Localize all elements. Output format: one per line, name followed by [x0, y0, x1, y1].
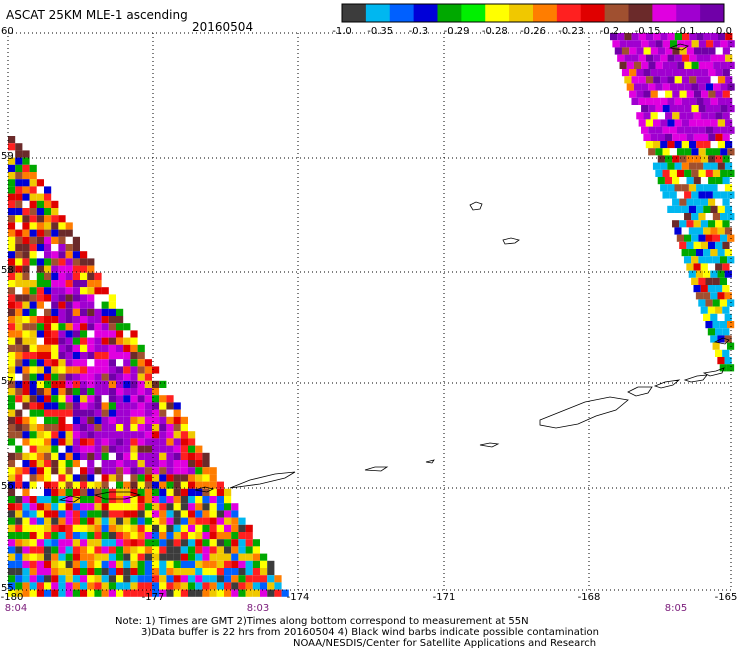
color-scale-swatch: [389, 4, 415, 22]
color-scale-swatch: [342, 4, 367, 22]
time-label: 8:04: [4, 603, 28, 614]
color-scale-swatch: [485, 4, 510, 22]
color-scale-label: -0.2: [599, 26, 620, 37]
footnote-line-1: Note: 1) Times are GMT 2)Times along bot…: [115, 616, 529, 627]
color-scale-label: -0.15: [634, 26, 661, 37]
color-scale-swatch: [556, 4, 582, 22]
lat-label: 57: [1, 376, 14, 387]
lat-label: 60: [1, 26, 14, 37]
lon-label: -177: [141, 592, 165, 603]
map-date: 20160504: [192, 20, 254, 34]
color-scale-label: 0.0: [716, 26, 732, 37]
lon-label: -168: [577, 592, 601, 603]
map-title: ASCAT 25KM MLE-1 ascending: [6, 8, 188, 22]
color-scale-label: -0.23: [558, 26, 585, 37]
lat-label: 58: [1, 265, 14, 276]
lon-label: -180: [0, 592, 24, 603]
color-scale-swatch: [580, 4, 606, 22]
color-scale-label: -0.1: [676, 26, 696, 37]
color-scale-label: -0.28: [481, 26, 508, 37]
color-scale-swatch: [700, 4, 725, 22]
color-scale-swatch: [461, 4, 486, 22]
footnote-line-3: NOAA/NESDIS/Center for Satellite Applica…: [293, 638, 597, 649]
color-scale-label: -0.26: [520, 26, 546, 37]
color-scale-swatch: [413, 4, 438, 22]
color-scale-swatch: [628, 4, 653, 22]
lon-label: -165: [714, 592, 738, 603]
lon-label: -174: [286, 592, 310, 603]
lat-label: 55: [1, 583, 14, 594]
lat-label: 59: [1, 151, 14, 162]
color-scale-swatch: [533, 4, 558, 22]
color-scale-label: -0.35: [367, 26, 394, 37]
lat-label: 56: [1, 481, 14, 492]
lat-lon-grid: [7, 32, 732, 591]
color-scale-label: -0.3: [408, 26, 429, 37]
time-label: 8:05: [664, 603, 688, 614]
color-scale-swatch: [676, 4, 701, 22]
wind-data-swaths: [8, 33, 735, 597]
color-scale-label: -1.0: [332, 26, 352, 37]
color-scale-bar: [341, 3, 725, 23]
coastline: [58, 43, 730, 503]
footnote-line-2: 3)Data buffer is 22 hrs from 20160504 4)…: [141, 627, 599, 638]
time-label: 8:03: [246, 603, 270, 614]
color-scale-swatch: [652, 4, 677, 22]
lon-label: -171: [432, 592, 456, 603]
color-scale-swatch: [509, 4, 534, 22]
color-scale-label: -0.29: [443, 26, 470, 37]
color-scale-swatch: [604, 4, 629, 22]
color-scale-swatch: [437, 4, 462, 22]
color-scale-swatch: [365, 4, 391, 22]
